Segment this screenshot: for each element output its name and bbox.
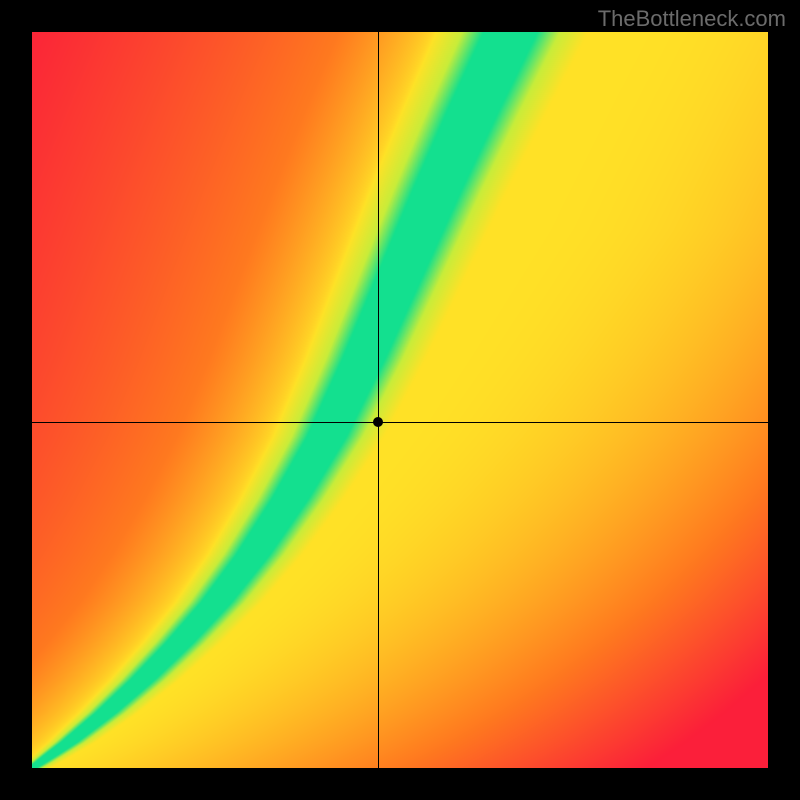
watermark-text: TheBottleneck.com (598, 6, 786, 32)
crosshair-vertical (378, 32, 379, 768)
heatmap-canvas (32, 32, 768, 768)
chart-container: TheBottleneck.com (0, 0, 800, 800)
crosshair-horizontal (32, 422, 768, 423)
plot-area (32, 32, 768, 768)
crosshair-marker (373, 417, 383, 427)
